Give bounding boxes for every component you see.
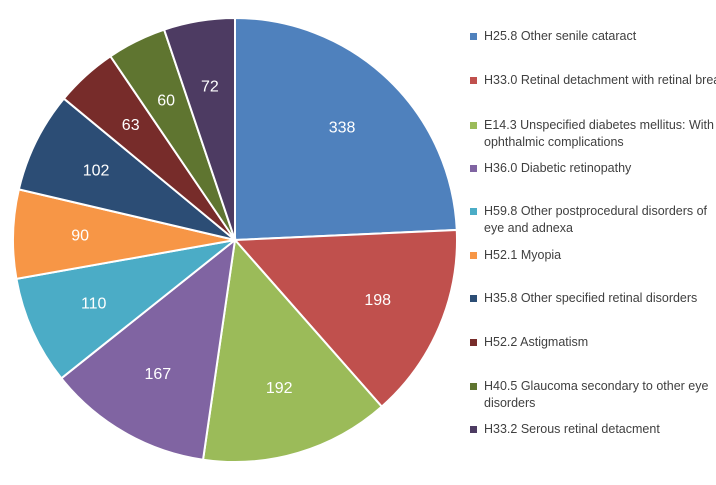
data-label-4: 167: [144, 366, 171, 383]
legend-label: H33.0 Retinal detachment with retinal br…: [484, 73, 716, 87]
legend-item-h52-2-astigmatism: H52.2 Astigmatism: [468, 334, 716, 351]
legend-label: H52.2 Astigmatism: [484, 335, 589, 349]
legend-item-h52-1-myopia: H52.1 Myopia: [468, 247, 716, 264]
legend-swatch: [470, 33, 477, 40]
legend-swatch: [470, 77, 477, 84]
legend-label: H35.8 Other specified retinal disorders: [484, 291, 698, 305]
legend-item-h25-8-other-senile-cataract: H25.8 Other senile cataract: [468, 28, 716, 45]
legend-swatch: [470, 208, 477, 215]
legend-item-h59-8-other-postprocedural-disorders-of-eye-and-adnexa: H59.8 Other postprocedural disorders of …: [468, 203, 716, 237]
legend-label: H33.2 Serous retinal detacment: [484, 422, 660, 436]
pie-slice-10: [162, 16, 236, 241]
legend-item-h35-8-other-specified-retinal-disorders: H35.8 Other specified retinal disorders: [468, 290, 716, 307]
legend-item-h33-2-serous-retinal-detacment: H33.2 Serous retinal detacment: [468, 421, 716, 438]
pie-slice-3: [201, 237, 384, 463]
legend-swatch: [470, 383, 477, 390]
pie-slice-4: [59, 237, 237, 461]
legend-swatch: [470, 122, 477, 129]
legend-swatch: [470, 426, 477, 433]
data-label-2: 198: [364, 292, 391, 309]
pie-slice-2: [232, 228, 458, 408]
data-label-9: 60: [157, 93, 175, 110]
data-label-1: 338: [329, 120, 356, 137]
data-label-3: 192: [266, 380, 293, 397]
legend-label: H36.0 Diabetic retinopathy: [484, 161, 632, 175]
legend-swatch: [470, 295, 477, 302]
data-label-8: 63: [122, 117, 140, 134]
legend-swatch: [470, 165, 477, 172]
legend-swatch: [470, 252, 477, 259]
data-label-5: 110: [81, 295, 107, 312]
legend-item-h40-5-glaucoma-secondary-to-other-eye-disorders: H40.5 Glaucoma secondary to other eye di…: [468, 378, 716, 412]
pie-slice-5: [15, 239, 236, 380]
legend-label: H52.1 Myopia: [484, 248, 562, 262]
legend-label: H25.8 Other senile cataract: [484, 29, 637, 43]
legend-label: H40.5 Glaucoma secondary to other eye di…: [484, 379, 709, 410]
legend-swatch: [470, 339, 477, 346]
data-label-10: 72: [201, 79, 219, 96]
legend-item-h36-0-diabetic-retinopathy: H36.0 Diabetic retinopathy: [468, 160, 716, 177]
data-label-6: 90: [71, 227, 89, 244]
legend-item-h33-0-retinal-detachment-with-retinal-break: H33.0 Retinal detachment with retinal br…: [468, 72, 716, 89]
pie-slice-7: [17, 97, 236, 241]
legend-item-e14-3-unspecified-diabetes-mellitus-with-ophthalmic-complications: E14.3 Unspecified diabetes mellitus: Wit…: [468, 117, 716, 151]
legend-label: E14.3 Unspecified diabetes mellitus: Wit…: [484, 118, 714, 149]
data-label-7: 102: [83, 163, 110, 180]
pie-slice-1: [234, 16, 458, 242]
legend-label: H59.8 Other postprocedural disorders of …: [484, 204, 708, 235]
